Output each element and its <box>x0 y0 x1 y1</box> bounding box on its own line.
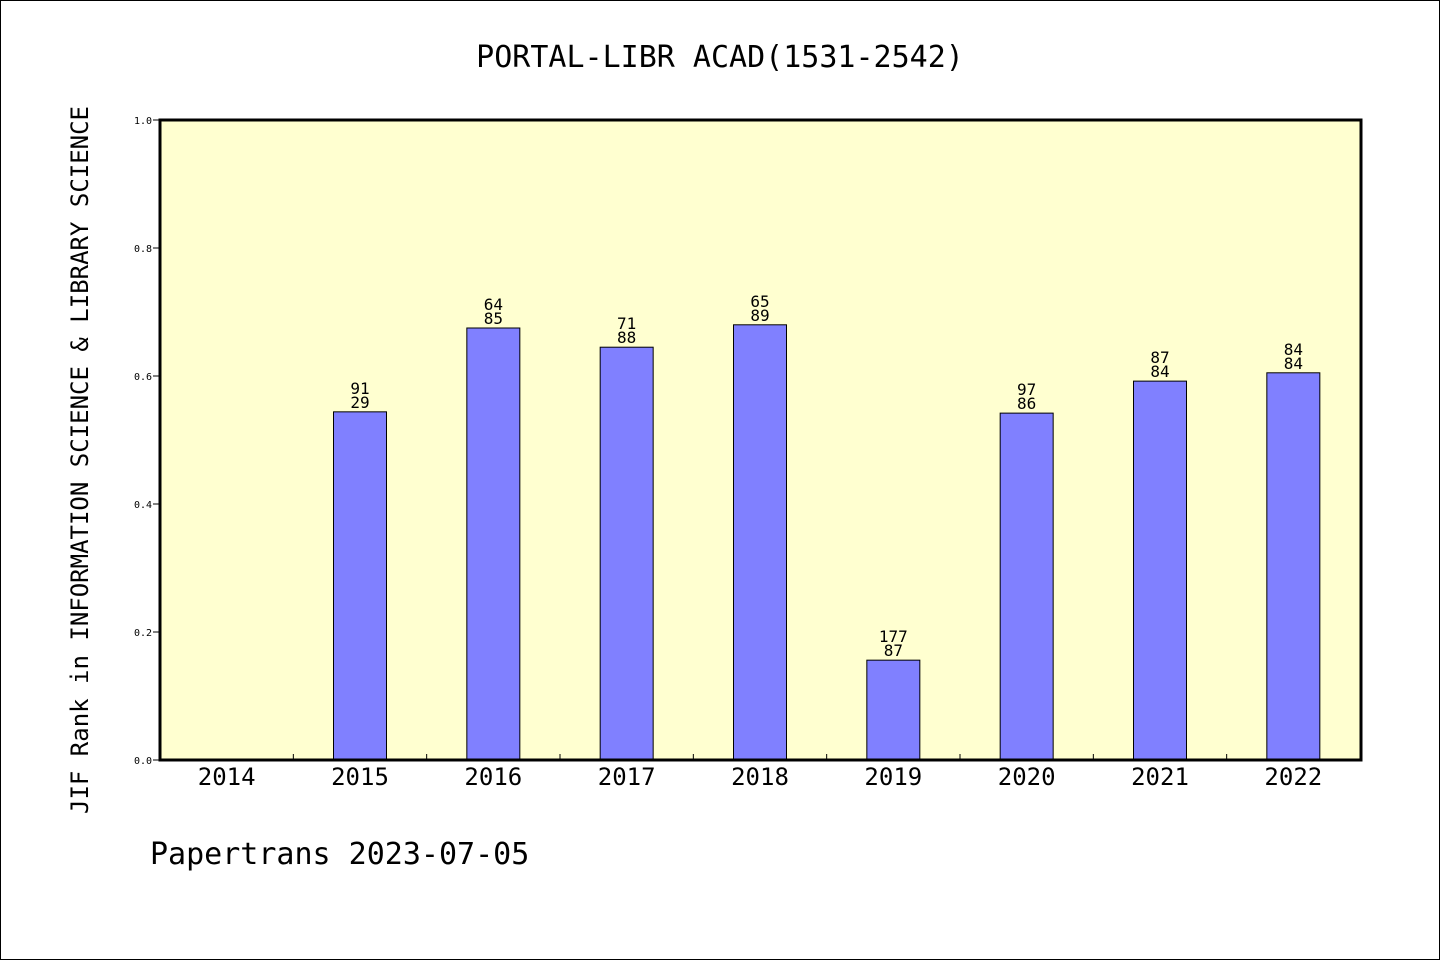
data-label-bottom: 85 <box>484 309 503 328</box>
x-tick-label: 2014 <box>198 763 256 791</box>
chart-title: PORTAL-LIBR ACAD(1531-2542) <box>476 40 964 75</box>
data-label-bottom: 87 <box>884 641 903 660</box>
y-tick-label: 0.6 <box>134 372 152 383</box>
bar-2016 <box>466 327 521 761</box>
bar-2015 <box>333 411 387 761</box>
data-label-top: 87 <box>1150 348 1169 367</box>
y-tick-label: 0.8 <box>134 244 152 255</box>
y-tick-label: 1.0 <box>134 116 152 127</box>
bar-2021 <box>1133 380 1187 761</box>
y-tick-label: 0.4 <box>134 500 152 511</box>
x-tick-label: 2020 <box>998 763 1056 791</box>
y-tick-label: 0.0 <box>134 756 152 767</box>
x-axis-ticks: 2014 2015 2016 2017 2018 2019 2020 2021 2022 <box>198 754 1322 791</box>
data-label-bottom: 84 <box>1150 362 1169 381</box>
data-label-top: 64 <box>484 295 503 314</box>
data-label-bottom: 88 <box>617 328 636 347</box>
data-label-bottom: 29 <box>350 393 369 412</box>
bars-group <box>333 324 1321 761</box>
x-tick-label: 2016 <box>464 763 522 791</box>
y-axis-ticks: 0.0 0.2 0.4 0.6 0.8 1.0 <box>134 116 160 767</box>
x-tick-label: 2017 <box>598 763 656 791</box>
bar-2019 <box>866 659 921 761</box>
bar-2020 <box>999 412 1054 761</box>
data-label-bottom: 89 <box>750 306 769 325</box>
data-label-bottom: 86 <box>1017 394 1036 413</box>
x-tick-label: 2019 <box>864 763 922 791</box>
y-tick-label: 0.2 <box>134 628 152 639</box>
y-axis-label: JIF Rank in INFORMATION SCIENCE & LIBRAR… <box>66 106 94 814</box>
x-tick-label: 2021 <box>1131 763 1189 791</box>
data-label-bottom: 84 <box>1284 354 1303 373</box>
x-tick-label: 2018 <box>731 763 789 791</box>
data-label-top: 65 <box>750 292 769 311</box>
x-tick-label: 2015 <box>331 763 389 791</box>
data-label-top: 97 <box>1017 380 1036 399</box>
plot-border <box>158 118 1363 762</box>
footer-credit: Papertrans 2023-07-05 <box>150 837 529 872</box>
data-label-top: 71 <box>617 314 636 333</box>
data-label-top: 91 <box>350 379 369 398</box>
data-label-top: 84 <box>1284 340 1303 359</box>
bar-2022 <box>1266 372 1321 761</box>
data-label-top: 177 <box>879 627 908 646</box>
x-tick-label: 2022 <box>1264 763 1322 791</box>
bar-2018 <box>733 324 787 761</box>
bar-2017 <box>599 346 654 761</box>
